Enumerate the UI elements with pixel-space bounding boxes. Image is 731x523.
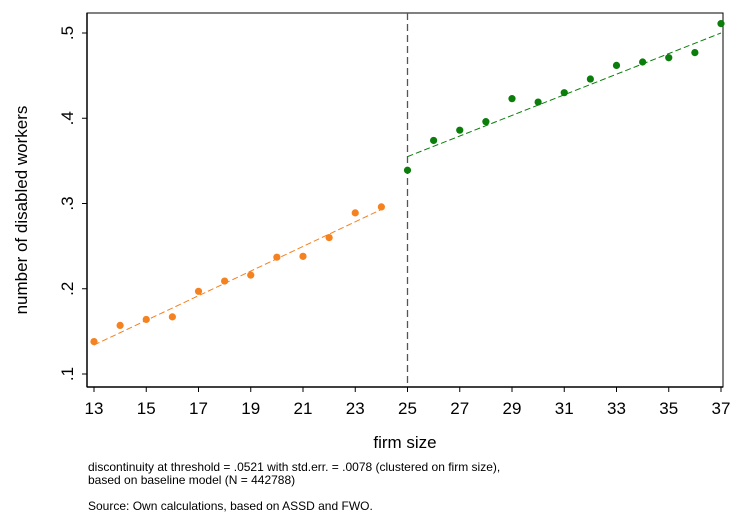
fit-line-2 <box>407 32 722 158</box>
x-axis-title: firm size <box>373 433 436 452</box>
y-ticks: .1 .2 .3 .4 .5 <box>58 26 87 381</box>
x-tick-label: 33 <box>607 399 626 418</box>
data-point <box>142 315 150 324</box>
source-note: Source: Own calculations, based on ASSD … <box>88 499 373 513</box>
data-point <box>639 58 647 66</box>
data-point <box>534 98 542 106</box>
data-point <box>586 75 594 83</box>
y-tick-label: .1 <box>58 367 77 381</box>
data-point <box>299 252 307 260</box>
y-tick-label: .2 <box>58 282 77 296</box>
data-point <box>247 271 255 279</box>
data-point <box>403 166 412 174</box>
x-tick-label: 29 <box>503 399 522 418</box>
x-tick-label: 35 <box>659 399 678 418</box>
data-points <box>90 20 725 346</box>
y-axis-title: number of disabled workers <box>12 106 31 315</box>
data-point <box>482 118 490 126</box>
data-point <box>717 20 725 28</box>
data-point <box>377 203 385 211</box>
data-point <box>665 54 673 62</box>
x-ticks: 13 15 17 19 21 23 25 27 29 31 33 35 37 <box>85 387 731 418</box>
model-note: based on baseline model (N = 442788) <box>88 473 296 487</box>
data-point <box>351 209 359 217</box>
data-point <box>168 313 176 321</box>
x-tick-label: 23 <box>346 399 365 418</box>
x-tick-label: 19 <box>241 399 260 418</box>
data-point <box>456 126 464 134</box>
fit-line-1 <box>93 209 382 346</box>
y-tick-label: .3 <box>58 196 77 210</box>
data-point <box>612 61 621 69</box>
discontinuity-note: discontinuity at threshold = .0521 with … <box>88 460 501 474</box>
data-point <box>116 321 124 330</box>
data-point <box>325 234 333 242</box>
x-tick-label: 13 <box>85 399 104 418</box>
data-point <box>194 287 203 295</box>
x-tick-label: 15 <box>137 399 156 418</box>
fit-lines <box>93 32 722 346</box>
x-tick-label: 37 <box>712 399 731 418</box>
x-tick-label: 17 <box>189 399 208 418</box>
data-point <box>508 95 516 103</box>
data-point <box>560 89 568 97</box>
x-tick-label: 27 <box>450 399 469 418</box>
data-point <box>90 338 98 346</box>
x-tick-label: 31 <box>555 399 574 418</box>
x-tick-label: 21 <box>294 399 313 418</box>
data-point <box>221 277 229 285</box>
x-tick-label: 25 <box>398 399 417 418</box>
data-point <box>430 136 438 145</box>
y-tick-label: .5 <box>58 26 77 40</box>
data-point <box>691 49 699 57</box>
y-tick-label: .4 <box>58 111 77 125</box>
data-point <box>273 253 281 261</box>
plot-frame <box>86 12 724 388</box>
